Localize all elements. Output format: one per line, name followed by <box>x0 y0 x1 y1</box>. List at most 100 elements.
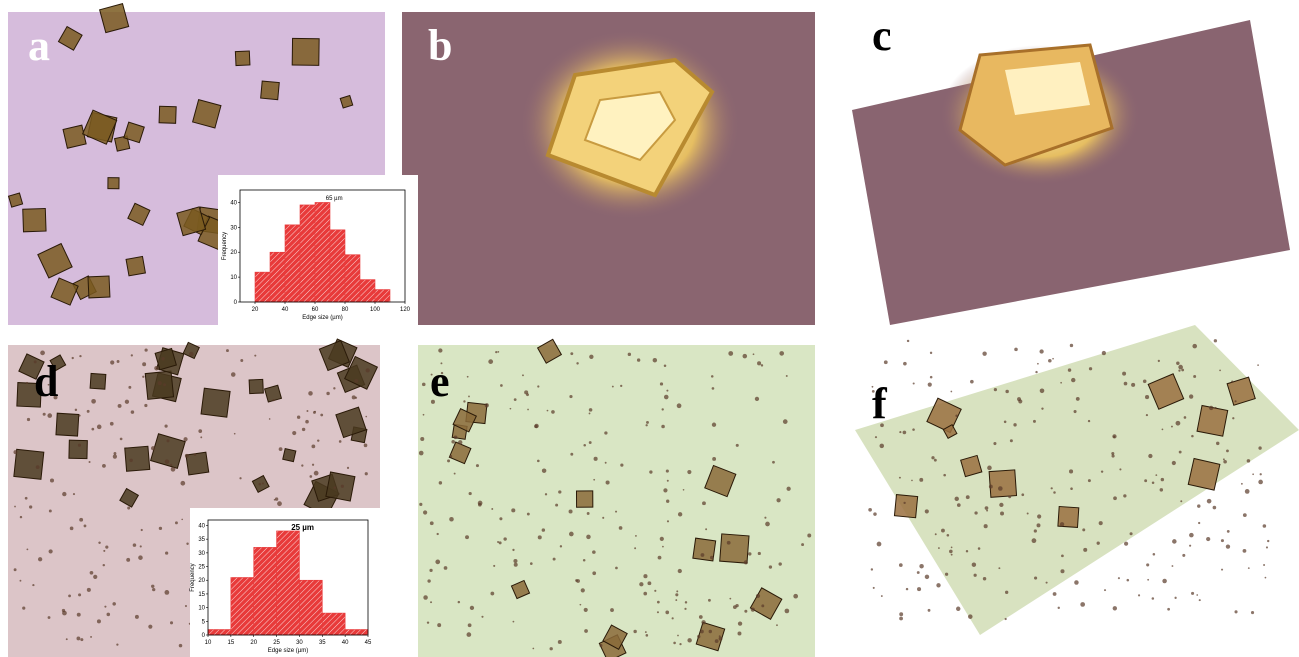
dot <box>1180 500 1182 502</box>
dot <box>159 527 162 530</box>
dot <box>364 444 368 448</box>
dot <box>1070 344 1073 347</box>
dot <box>126 558 130 562</box>
dot <box>1178 370 1180 372</box>
dot <box>1152 482 1155 485</box>
crystal <box>145 371 173 399</box>
dot <box>787 487 791 491</box>
x-tick-label: 40 <box>282 307 289 313</box>
y-tick-label: 30 <box>230 225 237 231</box>
dot <box>347 467 349 469</box>
x-tick-label: 40 <box>342 640 349 646</box>
dot <box>454 473 456 475</box>
dot <box>66 638 68 640</box>
dot <box>1053 592 1057 596</box>
bar <box>254 547 277 635</box>
dot <box>91 428 94 431</box>
bar <box>208 630 231 635</box>
dot <box>1251 611 1254 614</box>
dot <box>647 581 651 585</box>
dot <box>468 396 470 398</box>
dot <box>490 592 494 596</box>
dot <box>352 395 356 399</box>
dot <box>589 355 593 359</box>
dot <box>131 410 134 413</box>
dot <box>868 508 872 512</box>
dot <box>1223 460 1227 464</box>
x-tick-label: 120 <box>400 307 411 313</box>
dot <box>175 521 178 524</box>
dot <box>125 400 129 404</box>
dot <box>712 387 715 390</box>
dot <box>719 637 723 641</box>
dot <box>1034 529 1037 532</box>
dot <box>463 400 465 402</box>
dot <box>171 467 176 472</box>
dot <box>643 592 647 596</box>
dot <box>615 567 618 570</box>
panel-label: a <box>28 21 50 70</box>
dot <box>297 416 300 419</box>
dot <box>530 562 533 565</box>
dot <box>103 564 105 566</box>
dot <box>279 447 283 451</box>
dot <box>738 632 742 636</box>
dot <box>1040 388 1045 393</box>
dot <box>560 545 562 547</box>
dot <box>1131 383 1135 387</box>
dot <box>1167 608 1170 611</box>
dot <box>643 574 647 578</box>
dot <box>317 439 319 441</box>
y-tick-label: 35 <box>198 537 205 543</box>
dot <box>497 351 499 353</box>
dot <box>1080 602 1085 607</box>
dot <box>776 498 780 502</box>
dot <box>702 501 706 505</box>
dot <box>469 492 472 495</box>
bar <box>360 280 375 302</box>
dot <box>1243 549 1247 553</box>
dot <box>114 452 117 455</box>
crystal <box>159 106 176 123</box>
dot <box>1235 400 1237 402</box>
bar <box>299 580 322 635</box>
dot <box>465 535 469 539</box>
dot <box>313 411 316 414</box>
dot <box>974 574 977 577</box>
dot <box>262 482 264 484</box>
dot <box>1267 540 1269 542</box>
dot <box>1197 504 1200 507</box>
dot <box>712 457 716 461</box>
dot <box>503 537 506 540</box>
crystal <box>23 209 46 232</box>
dot <box>583 444 586 447</box>
crystal <box>186 452 209 475</box>
dot <box>569 509 573 513</box>
dot <box>1209 406 1213 410</box>
dot <box>185 454 189 458</box>
dot <box>458 440 462 444</box>
dot <box>779 351 784 356</box>
dot <box>1032 538 1037 543</box>
dot <box>181 519 183 521</box>
crystal <box>326 472 355 501</box>
crystal <box>90 373 106 389</box>
dot <box>511 508 515 512</box>
y-axis-label: Frequency <box>190 563 196 591</box>
dot <box>534 425 538 429</box>
dot <box>158 381 162 385</box>
dot <box>1070 487 1073 490</box>
dot <box>50 478 54 482</box>
dot <box>987 466 992 471</box>
dot <box>1248 567 1250 569</box>
dot <box>658 556 662 560</box>
dot <box>333 486 336 489</box>
dot <box>1039 349 1043 353</box>
dot <box>553 558 556 561</box>
dot <box>974 511 977 514</box>
dot <box>984 524 988 528</box>
dot <box>1171 426 1173 428</box>
dot <box>620 385 622 387</box>
x-axis-label: Edge size (µm) <box>302 315 342 321</box>
dot <box>72 357 74 359</box>
